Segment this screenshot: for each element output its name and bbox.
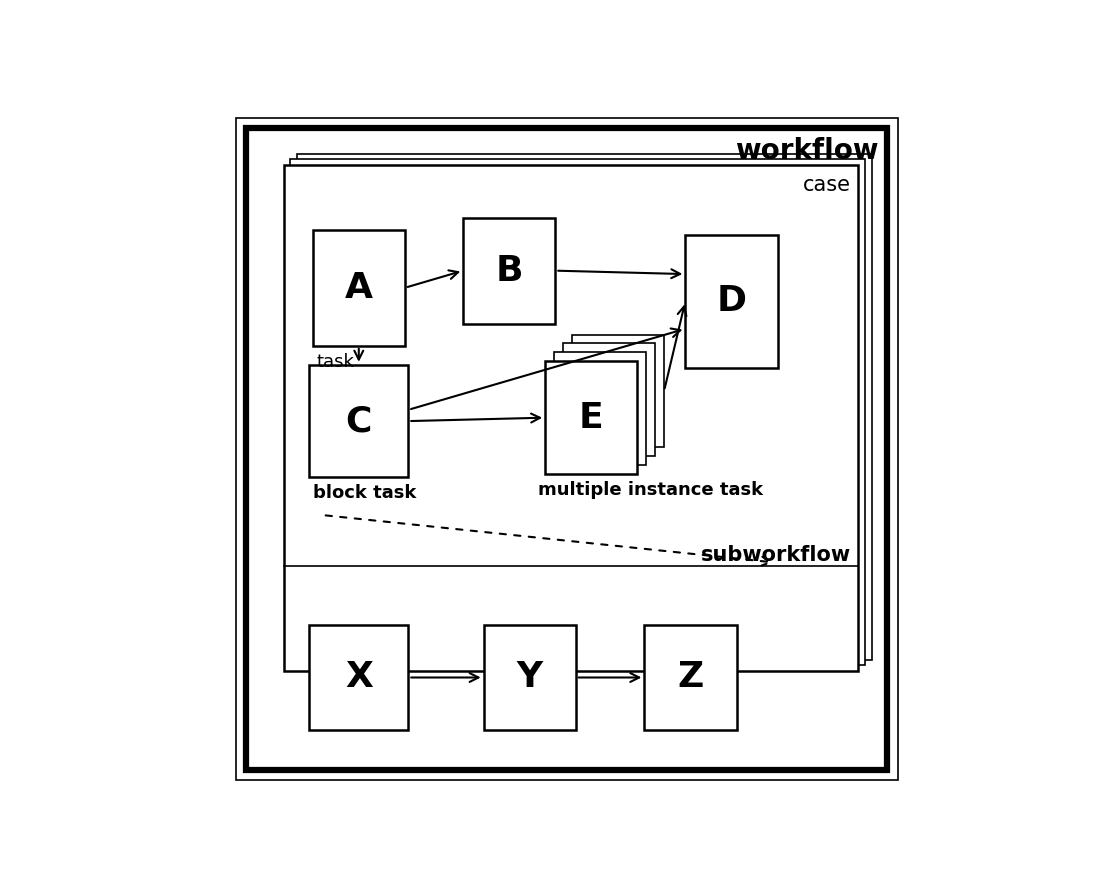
Text: A: A — [344, 271, 373, 305]
Bar — [309, 624, 408, 731]
Bar — [685, 234, 777, 369]
Text: subworkflow: subworkflow — [701, 544, 851, 565]
Text: block task: block task — [312, 484, 416, 503]
Bar — [545, 361, 638, 474]
Text: Z: Z — [677, 661, 704, 694]
Text: E: E — [579, 400, 603, 434]
Bar — [572, 335, 664, 448]
Text: D: D — [716, 284, 746, 319]
Text: case: case — [803, 175, 851, 195]
Text: X: X — [345, 661, 373, 694]
Bar — [283, 164, 858, 670]
Text: task: task — [317, 353, 354, 370]
Bar — [484, 624, 576, 731]
Bar — [554, 353, 646, 465]
Text: Y: Y — [517, 661, 542, 694]
Bar — [309, 365, 408, 478]
Bar — [562, 344, 655, 456]
Text: B: B — [496, 254, 523, 288]
Text: workflow: workflow — [735, 138, 879, 165]
Bar — [312, 230, 405, 346]
Bar — [644, 624, 736, 731]
Bar — [463, 218, 556, 323]
Bar — [298, 154, 871, 660]
Text: C: C — [345, 404, 372, 438]
Text: multiple instance task: multiple instance task — [538, 481, 764, 499]
Bar — [290, 159, 865, 665]
